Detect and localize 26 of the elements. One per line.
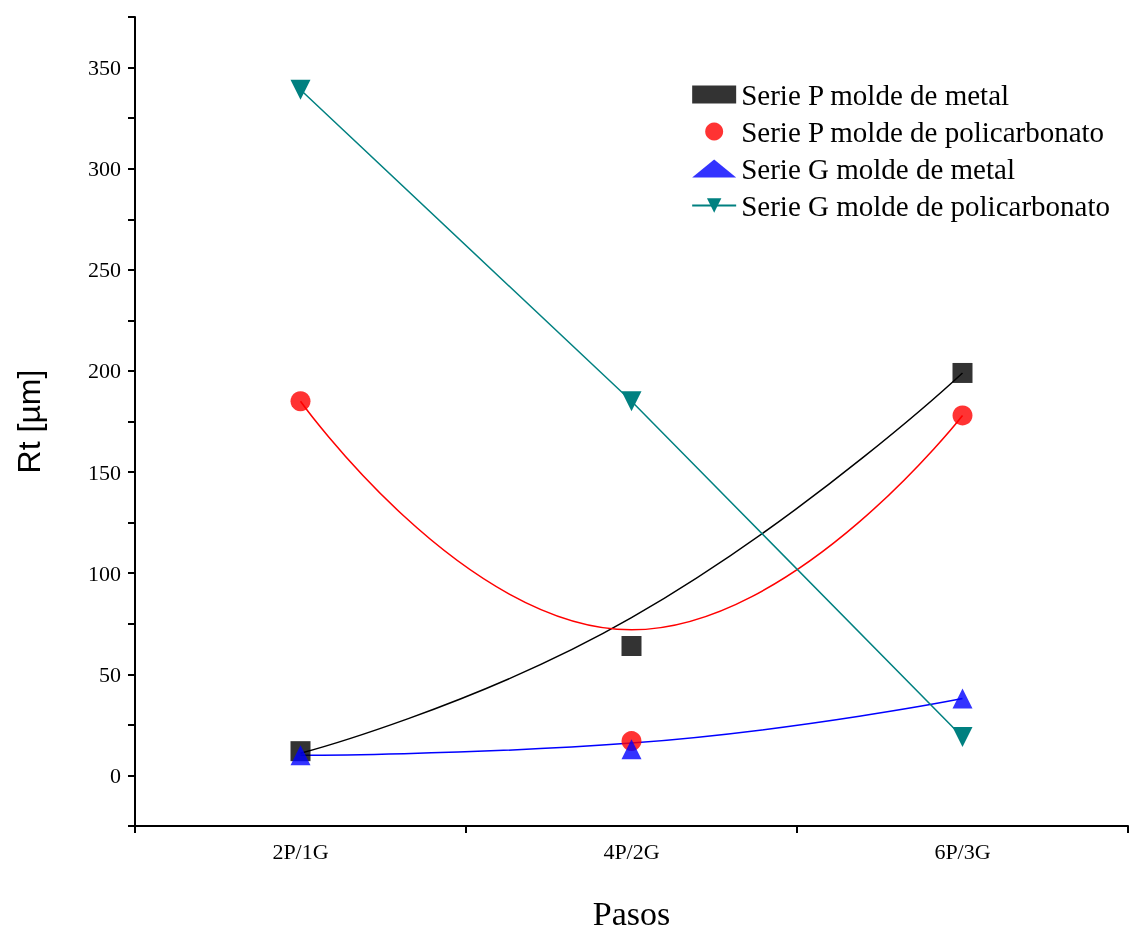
point (290, 79, 311, 100)
y-tick-label: 50 (99, 661, 121, 687)
x-tick-label: 4P/2G (603, 838, 660, 864)
legend-label: Serie P molde de policarbonato (741, 115, 1105, 148)
point (952, 727, 973, 748)
y-tick-label: 200 (88, 358, 121, 384)
x-tick-label: 6P/3G (934, 838, 991, 864)
point (621, 739, 642, 760)
legend-label: Serie P molde de metal (741, 78, 1010, 111)
point (952, 405, 973, 426)
point (621, 636, 642, 656)
y-tick-label: 0 (110, 762, 121, 788)
legend-label: Serie G molde de policarbonato (741, 189, 1111, 222)
point (290, 391, 311, 412)
y-tick-label: 250 (88, 257, 121, 283)
legend-label: Serie G molde de metal (741, 152, 1015, 185)
point (952, 688, 973, 709)
x-axis-title: Pasos (592, 894, 671, 932)
y-tick-label: 300 (88, 156, 121, 182)
y-axis-title: Rt [µm] (11, 369, 47, 474)
y-tick-label: 350 (88, 55, 121, 81)
point (952, 362, 973, 383)
x-tick-label: 2P/1G (272, 838, 329, 864)
y-tick-label: 150 (88, 459, 121, 485)
y-tick-label: 100 (88, 560, 121, 586)
point (621, 391, 642, 412)
